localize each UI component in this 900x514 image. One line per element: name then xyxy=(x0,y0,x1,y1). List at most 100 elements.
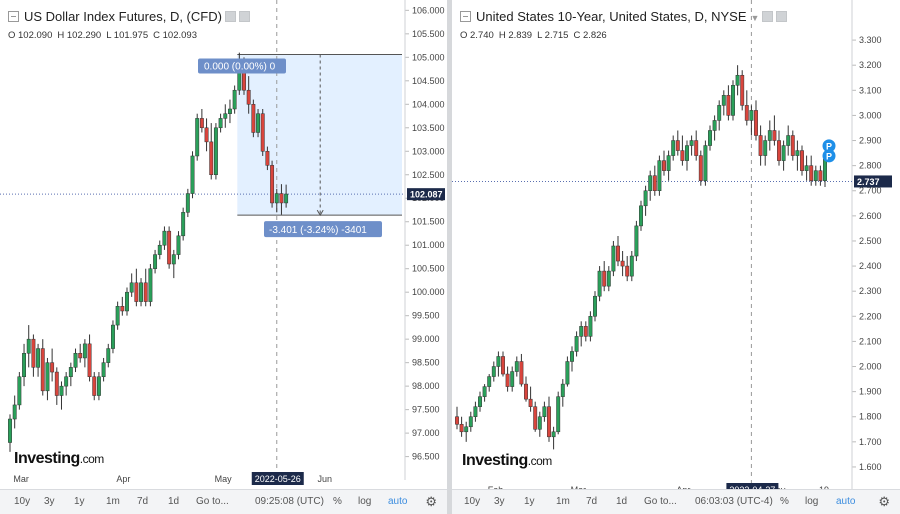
candle-body-up xyxy=(487,376,492,387)
candle-body-up xyxy=(514,361,519,372)
candle xyxy=(148,264,153,307)
panel-divider[interactable] xyxy=(447,0,452,514)
gear-icon[interactable]: ⚙ xyxy=(878,494,890,509)
logo-suffix: .com xyxy=(79,452,105,466)
toolbar-item-1m[interactable]: 1m xyxy=(106,496,120,507)
toolbar-item-go-to[interactable]: Go to... xyxy=(644,496,677,507)
candle xyxy=(134,268,139,307)
toolbar-item-1y[interactable]: 1y xyxy=(74,496,85,507)
candle-body-up xyxy=(551,431,556,438)
event-marker-label: P xyxy=(826,151,832,161)
y-tick-label: 105.500 xyxy=(412,29,445,39)
candle-body-up xyxy=(556,396,561,433)
candle xyxy=(459,416,464,437)
candle xyxy=(629,251,634,282)
candle xyxy=(648,170,653,201)
candle-body-down xyxy=(40,348,45,392)
candle-body-up xyxy=(17,376,22,406)
candle xyxy=(542,401,547,422)
y-tick-label: 2.400 xyxy=(859,261,882,271)
toolbar-item-auto[interactable]: auto xyxy=(836,496,856,507)
dxy-chart-panel: US Dollar Index Futures, D, (CFD) O 102.… xyxy=(0,0,447,514)
candle-body-up xyxy=(685,145,689,161)
candlestick-chart[interactable]: 1.600 1.700 1.800 1.900 2.000 2.100 2.200 2.300… xyxy=(452,0,900,490)
toolbar-item-1y[interactable]: 1y xyxy=(524,496,535,507)
toolbar-item-10y[interactable]: 10y xyxy=(464,496,481,507)
candle xyxy=(698,150,703,186)
collapse-icon[interactable] xyxy=(8,11,19,22)
candle-body-down xyxy=(809,165,814,181)
candle xyxy=(478,391,482,412)
candle xyxy=(671,135,676,161)
toolbar-item-go-to[interactable]: Go to... xyxy=(196,496,229,507)
candle-body-up xyxy=(228,108,232,114)
candle xyxy=(82,339,87,368)
candle xyxy=(597,266,602,302)
gear-icon[interactable]: ⚙ xyxy=(425,494,437,509)
chart-title: US Dollar Index Futures, D, (CFD) xyxy=(8,9,250,24)
candle xyxy=(501,351,505,377)
candle-body-down xyxy=(777,140,781,161)
y-tick-label: 99.000 xyxy=(412,334,440,344)
candle xyxy=(213,123,218,180)
toolbar-item-log[interactable]: log xyxy=(805,496,819,507)
y-tick-label: 106.000 xyxy=(412,5,445,15)
candle xyxy=(270,160,275,208)
toolbar-item-1m[interactable]: 1m xyxy=(556,496,570,507)
toolbar-item-3y[interactable]: 3y xyxy=(494,496,505,507)
candle xyxy=(171,249,176,279)
candle xyxy=(620,251,625,277)
settings-icon[interactable] xyxy=(224,11,236,22)
collapse-icon[interactable] xyxy=(460,11,471,22)
candle xyxy=(45,357,50,401)
measure-box xyxy=(237,54,402,216)
candle-body-down xyxy=(120,306,125,312)
y-tick-label: 104.000 xyxy=(412,99,445,109)
candle-body-down xyxy=(533,406,538,430)
close-icon[interactable] xyxy=(238,11,250,22)
x-tick-label: Apr xyxy=(116,474,130,484)
candle-body-down xyxy=(459,424,464,433)
y-tick-label: 97.500 xyxy=(412,405,440,415)
candle xyxy=(537,411,542,437)
candle xyxy=(120,296,125,316)
candle-body-up xyxy=(491,366,496,377)
candle-body-up xyxy=(804,165,809,171)
candle xyxy=(195,113,200,161)
toolbar-item-1d[interactable]: 1d xyxy=(168,496,180,507)
toolbar-item-auto[interactable]: auto xyxy=(388,496,408,507)
candle xyxy=(708,125,712,151)
toolbar-item-[interactable]: % xyxy=(333,496,342,507)
candle xyxy=(731,80,735,121)
candlestick-chart[interactable]: 96.500 97.000 97.500 98.000 98.500 99.000 99.5… xyxy=(0,0,447,490)
candle xyxy=(17,372,22,410)
x-tick-label: Feb xyxy=(488,485,504,490)
candle-body-down xyxy=(680,150,685,161)
toolbar-item-09-25-08-utc[interactable]: 09:25:08 (UTC) xyxy=(255,496,324,507)
ohlc-close: C 102.093 xyxy=(153,30,197,41)
candle-body-up xyxy=(101,362,106,377)
candle-body-down xyxy=(50,362,55,373)
chart-title-text: US Dollar Index Futures, D, (CFD) xyxy=(24,9,222,24)
toolbar-item-7d[interactable]: 7d xyxy=(586,496,598,507)
ohlc-open: O 2.740 xyxy=(460,30,494,41)
toolbar-item-06-03-03-utc-4[interactable]: 06:03:03 (UTC-4) xyxy=(695,496,773,507)
toolbar-item-7d[interactable]: 7d xyxy=(137,496,149,507)
candle xyxy=(274,188,279,213)
candle-body-up xyxy=(139,282,143,302)
candle-body-down xyxy=(790,135,795,156)
candle-body-up xyxy=(565,361,570,385)
toolbar-item-10y[interactable]: 10y xyxy=(14,496,31,507)
toolbar-item-[interactable]: % xyxy=(780,496,789,507)
candle-body-up xyxy=(256,113,260,133)
close-icon[interactable] xyxy=(776,11,788,22)
toolbar-item-log[interactable]: log xyxy=(358,496,372,507)
candle xyxy=(204,118,209,152)
candle-body-up xyxy=(593,295,597,317)
candle xyxy=(199,108,204,133)
chevron-down-icon[interactable]: ▼ xyxy=(750,13,760,23)
settings-icon[interactable] xyxy=(762,11,774,22)
toolbar-item-1d[interactable]: 1d xyxy=(616,496,628,507)
toolbar-item-3y[interactable]: 3y xyxy=(44,496,55,507)
candle xyxy=(804,155,809,181)
